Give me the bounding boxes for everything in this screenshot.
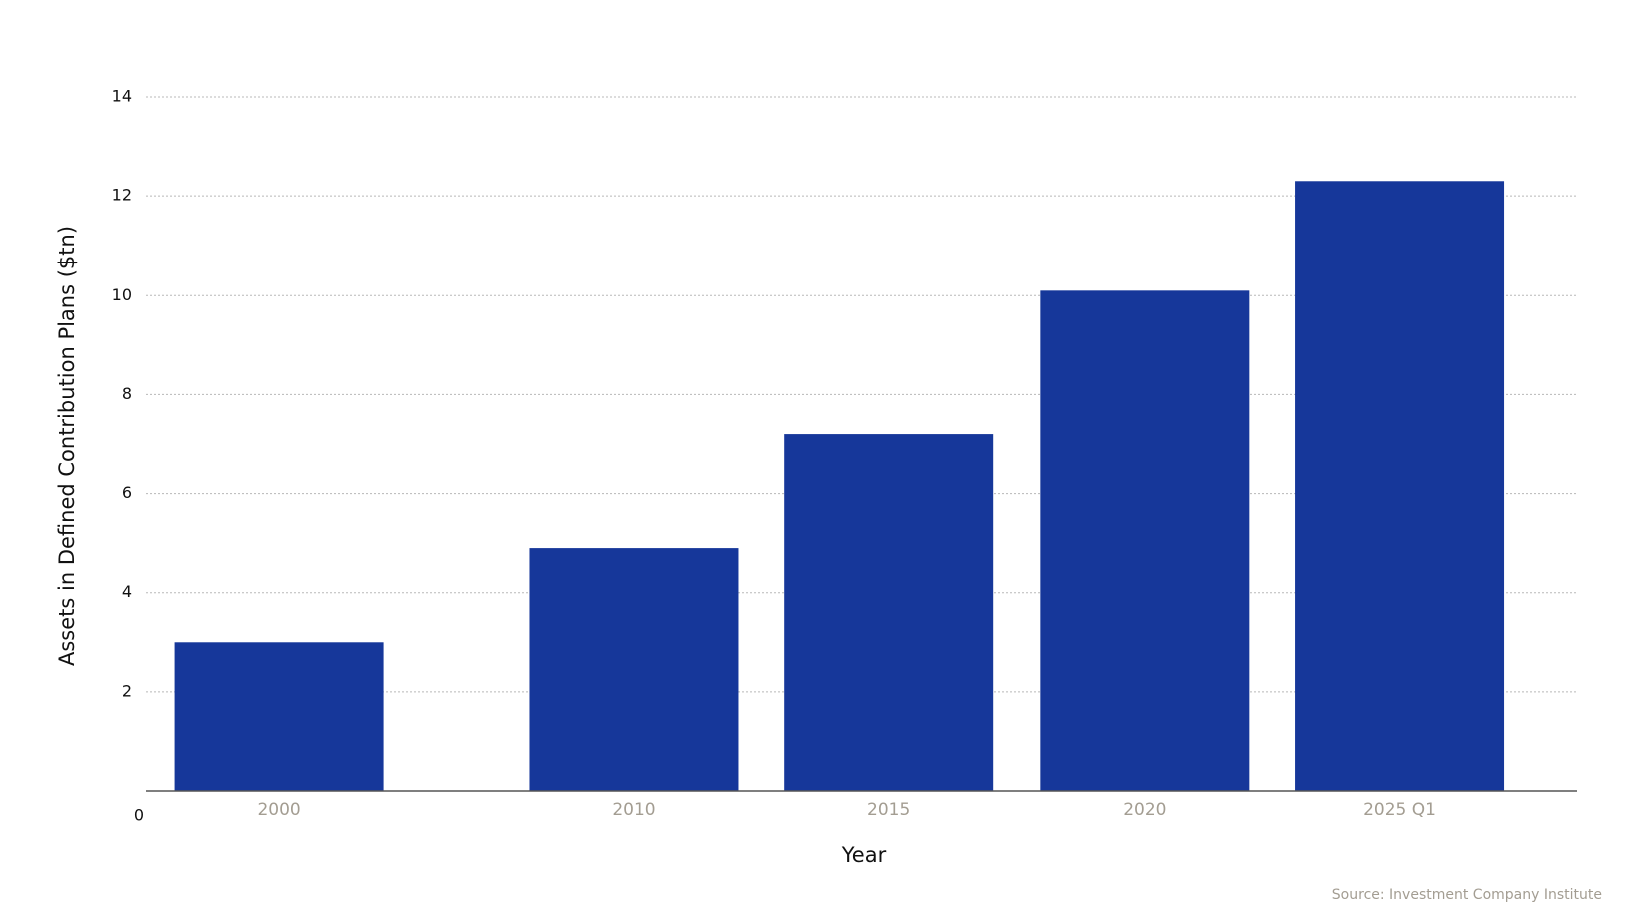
bar bbox=[174, 642, 384, 791]
bar bbox=[1040, 290, 1250, 791]
bar bbox=[1295, 181, 1505, 791]
y-tick-label: 10 bbox=[112, 285, 132, 304]
x-tick-label: 2000 bbox=[257, 800, 300, 820]
x-tick-label: 2015 bbox=[867, 800, 910, 820]
y-tick-label: 12 bbox=[112, 186, 132, 205]
x-tick-label: 2010 bbox=[612, 800, 655, 820]
y-tick-label: 2 bbox=[122, 681, 132, 700]
y-axis-title: Assets in Defined Contribution Plans ($t… bbox=[55, 226, 79, 666]
x-tick-label: 2025 Q1 bbox=[1363, 800, 1436, 820]
y-tick-label: 14 bbox=[112, 87, 132, 106]
x-axis-title: Year bbox=[841, 843, 887, 867]
bar bbox=[784, 434, 994, 791]
y-tick-label: 0 bbox=[134, 806, 144, 825]
bar bbox=[529, 548, 739, 791]
y-tick-label: 4 bbox=[122, 582, 132, 601]
source-note: Source: Investment Company Institute bbox=[1332, 887, 1602, 903]
y-tick-label: 8 bbox=[122, 384, 132, 403]
y-tick-label: 6 bbox=[122, 483, 132, 502]
x-tick-label: 2020 bbox=[1123, 800, 1166, 820]
